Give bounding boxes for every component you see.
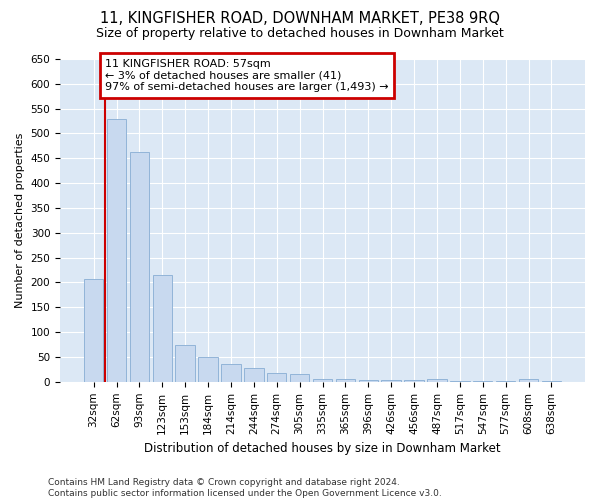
Bar xyxy=(290,374,310,382)
Text: Size of property relative to detached houses in Downham Market: Size of property relative to detached ho… xyxy=(96,27,504,40)
Bar xyxy=(84,279,103,382)
Bar xyxy=(450,381,470,382)
Bar xyxy=(199,357,218,382)
Bar xyxy=(496,381,515,382)
Bar xyxy=(404,380,424,382)
Bar xyxy=(313,380,332,382)
X-axis label: Distribution of detached houses by size in Downham Market: Distribution of detached houses by size … xyxy=(144,442,501,455)
Bar xyxy=(519,380,538,382)
Bar xyxy=(130,152,149,382)
Bar xyxy=(152,275,172,382)
Bar xyxy=(473,381,493,382)
Bar xyxy=(382,380,401,382)
Bar xyxy=(107,118,126,382)
Y-axis label: Number of detached properties: Number of detached properties xyxy=(15,132,25,308)
Bar xyxy=(221,364,241,382)
Bar xyxy=(267,373,286,382)
Bar xyxy=(359,380,378,382)
Text: 11 KINGFISHER ROAD: 57sqm
← 3% of detached houses are smaller (41)
97% of semi-d: 11 KINGFISHER ROAD: 57sqm ← 3% of detach… xyxy=(105,59,389,92)
Bar xyxy=(542,381,561,382)
Text: 11, KINGFISHER ROAD, DOWNHAM MARKET, PE38 9RQ: 11, KINGFISHER ROAD, DOWNHAM MARKET, PE3… xyxy=(100,11,500,26)
Bar xyxy=(175,344,195,382)
Bar xyxy=(244,368,263,382)
Bar xyxy=(427,380,446,382)
Text: Contains HM Land Registry data © Crown copyright and database right 2024.
Contai: Contains HM Land Registry data © Crown c… xyxy=(48,478,442,498)
Bar xyxy=(335,380,355,382)
